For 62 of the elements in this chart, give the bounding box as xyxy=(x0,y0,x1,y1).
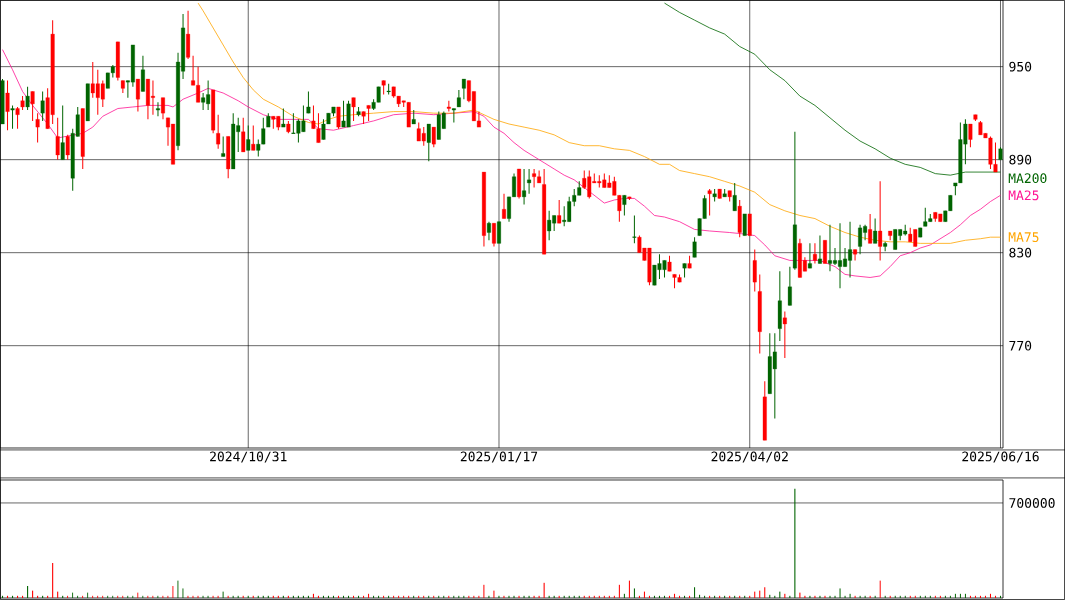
candlestick xyxy=(351,97,356,122)
candlestick xyxy=(156,101,160,117)
candlestick xyxy=(60,104,65,161)
y-tick-label: 700000 xyxy=(1009,498,1055,508)
candlestick xyxy=(853,249,858,261)
candlestick xyxy=(782,311,787,359)
x-tick-label: 2025/06/16 xyxy=(962,451,1039,463)
candlestick xyxy=(15,106,20,130)
candlestick xyxy=(55,117,60,161)
candlestick xyxy=(707,188,712,216)
candlestick xyxy=(868,213,873,244)
y-tick-label: 770 xyxy=(1009,340,1032,351)
candlestick xyxy=(241,117,246,153)
candlestick xyxy=(246,125,251,151)
candlestick xyxy=(65,134,70,161)
x-tick-label: 2025/01/17 xyxy=(460,451,538,463)
candlestick xyxy=(557,199,562,224)
candlestick xyxy=(10,104,15,130)
x-tick-label: 2025/04/02 xyxy=(711,451,788,463)
candlestick xyxy=(812,242,817,265)
candlestick xyxy=(40,90,45,122)
candlestick xyxy=(451,108,456,123)
candlestick xyxy=(823,239,827,265)
candlestick xyxy=(752,249,757,292)
x-tick-label: 2024/10/31 xyxy=(210,451,287,463)
candlestick xyxy=(732,182,737,212)
candlestick xyxy=(30,90,35,122)
candlestick xyxy=(818,235,822,265)
candlestick xyxy=(807,242,812,269)
candlestick xyxy=(35,112,40,144)
series-label: MA25 xyxy=(1008,190,1039,201)
candlestick xyxy=(140,55,145,92)
candlestick xyxy=(5,80,10,131)
candlestick xyxy=(692,236,697,258)
candlestick xyxy=(426,123,431,162)
candlestick xyxy=(497,221,501,244)
candlestick xyxy=(281,108,286,128)
candlestick xyxy=(221,135,226,158)
candlestick xyxy=(502,193,506,220)
candlestick xyxy=(461,78,466,100)
candlestick xyxy=(25,86,30,111)
series-label: MA75 xyxy=(1008,232,1039,243)
y-tick-label: 950 xyxy=(1009,61,1032,72)
candlestick xyxy=(878,180,883,261)
candlestick xyxy=(487,221,491,241)
candlestick xyxy=(742,213,747,237)
candlestick xyxy=(492,222,496,247)
candlestick xyxy=(522,168,527,206)
candlestick xyxy=(431,126,436,148)
candlestick xyxy=(873,218,878,244)
candlestick xyxy=(968,123,973,148)
candlestick xyxy=(251,125,256,151)
y-tick-label: 830 xyxy=(1009,247,1032,258)
candlestick xyxy=(747,213,752,237)
candlestick xyxy=(161,97,165,120)
y-tick-label: 890 xyxy=(1009,154,1032,165)
candlestick xyxy=(336,106,341,130)
candlestick xyxy=(622,194,627,216)
candlestick xyxy=(306,90,311,114)
candlestick xyxy=(216,114,221,150)
series-label: MA200 xyxy=(1008,173,1047,184)
candlestick xyxy=(135,78,140,113)
